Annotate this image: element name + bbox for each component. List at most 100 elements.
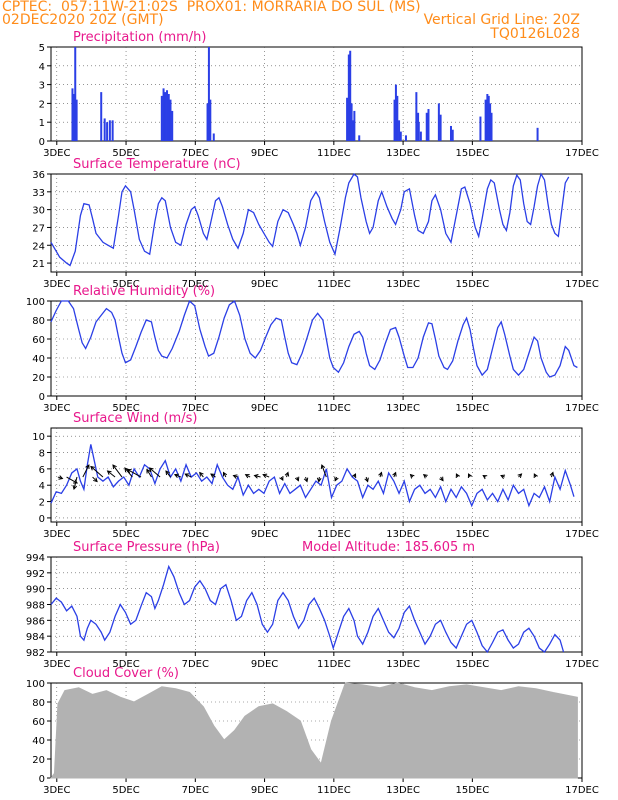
wind-arrowhead — [303, 477, 309, 483]
wind-arrow — [149, 467, 161, 478]
x-tick-label: 9DEC — [251, 529, 278, 540]
x-tick-label: 13DEC — [386, 403, 420, 414]
y-tick-label: 80 — [32, 316, 45, 327]
precip-bar — [486, 94, 489, 141]
precip-bar — [207, 47, 210, 141]
precip-bar — [75, 99, 78, 141]
panel-annotation: Model Altitude: 185.605 m — [302, 540, 475, 555]
wind-arrowhead — [334, 476, 339, 482]
wind-arrowhead — [173, 473, 179, 479]
y-tick-label: 24 — [32, 241, 45, 252]
panel-title: Surface Pressure (hPa) — [73, 540, 220, 555]
wind-arrowhead — [72, 485, 78, 491]
y-tick-label: 20 — [32, 373, 45, 384]
y-tick-label: 27 — [32, 223, 45, 234]
precip-bar — [396, 95, 399, 141]
x-tick-label: 17DEC — [565, 785, 599, 796]
y-tick-label: 0 — [39, 774, 45, 785]
x-tick-label: 15DEC — [455, 148, 489, 159]
x-tick-label: 11DEC — [317, 148, 351, 159]
precip-bar — [479, 116, 482, 141]
y-tick-label: 8 — [39, 449, 45, 460]
precip-bar — [393, 99, 396, 141]
panel-title: Precipitation (mm/h) — [73, 30, 206, 45]
panel-4: Surface Pressure (hPa) Model Altitude: 18… — [26, 540, 599, 670]
panel-title: Relative Humidity (%) — [73, 284, 215, 299]
x-tick-label: 11DEC — [317, 785, 351, 796]
x-tick-label: 5DEC — [112, 279, 139, 290]
wind-arrow — [127, 469, 142, 478]
precip-bar — [72, 94, 75, 141]
y-tick-label: 60 — [32, 717, 45, 728]
x-tick-label: 17DEC — [565, 403, 599, 414]
x-tick-label: 9DEC — [251, 659, 278, 670]
precip-bar — [358, 135, 361, 141]
precip-bar — [451, 129, 454, 141]
precip-bar — [399, 131, 402, 141]
y-tick-label: 0 — [39, 514, 45, 525]
x-tick-label: 7DEC — [182, 403, 209, 414]
precip-bar — [209, 99, 212, 141]
wind-arrowhead — [124, 467, 129, 473]
y-tick-label: 100 — [26, 297, 45, 308]
wind-arrow — [185, 473, 192, 478]
precip-bar — [404, 135, 407, 141]
wind-arrowhead — [146, 468, 151, 474]
wind-arrowhead — [439, 476, 444, 482]
y-tick-label: 4 — [39, 62, 45, 73]
series-line — [50, 172, 570, 267]
precip-bar — [100, 92, 103, 141]
wind-arrow — [92, 476, 98, 482]
panel-title: Surface Temperature (nC) — [73, 157, 241, 172]
wind-arrow — [321, 464, 327, 478]
wind-arrow — [82, 464, 90, 478]
panel-title: Cloud Cover (%) — [73, 666, 179, 681]
y-tick-label: 988 — [26, 601, 45, 612]
y-tick-label: 1 — [39, 118, 45, 129]
precip-bar — [160, 95, 163, 141]
wind-arrowhead — [467, 473, 473, 479]
x-tick-label: 15DEC — [455, 659, 489, 670]
y-tick-label: 2 — [39, 498, 45, 509]
precip-bar — [346, 97, 349, 141]
panel-5: Cloud Cover (%) 0 20 40 60 80 100 3DEC 5DEC 7DEC 9… — [26, 666, 599, 796]
x-tick-label: 5DEC — [112, 659, 139, 670]
x-tick-label: 13DEC — [386, 785, 420, 796]
x-tick-label: 7DEC — [182, 529, 209, 540]
wind-arrowhead — [500, 474, 506, 479]
x-tick-label: 17DEC — [565, 529, 599, 540]
header-line1: CPTEC: 057:11W-21:02S PROX01: MORRARIA D… — [2, 0, 421, 15]
y-tick-label: 20 — [32, 755, 45, 766]
precip-bar — [489, 103, 492, 141]
y-tick-label: 4 — [39, 481, 45, 492]
y-tick-label: 40 — [32, 354, 45, 365]
precip-bar — [350, 103, 353, 141]
wind-arrowhead — [262, 473, 268, 479]
wind-arrowhead — [320, 464, 326, 470]
y-tick-label: 992 — [26, 569, 45, 580]
x-tick-label: 11DEC — [317, 403, 351, 414]
precip-bar — [206, 103, 209, 141]
y-tick-label: 21 — [32, 259, 45, 270]
x-tick-label: 15DEC — [455, 279, 489, 290]
x-tick-label: 9DEC — [251, 785, 278, 796]
precip-bar — [484, 99, 487, 141]
wind-arrowhead — [222, 471, 228, 477]
y-tick-label: 0 — [39, 137, 45, 148]
wind-arrow — [124, 467, 133, 478]
panel-frame — [50, 300, 583, 397]
y-tick-label: 0 — [39, 392, 45, 403]
wind-arrow — [73, 476, 78, 490]
precip-bar — [351, 120, 354, 141]
series-line — [50, 564, 565, 654]
precip-bar — [171, 110, 174, 141]
wind-arrowhead — [253, 474, 259, 479]
precip-bar — [415, 92, 418, 141]
precip-bar — [212, 133, 215, 141]
x-tick-label: 3DEC — [43, 148, 70, 159]
panel-frame — [50, 427, 583, 523]
y-tick-label: 36 — [32, 170, 45, 181]
series-line — [50, 444, 575, 508]
wind-arrowhead — [409, 473, 415, 479]
